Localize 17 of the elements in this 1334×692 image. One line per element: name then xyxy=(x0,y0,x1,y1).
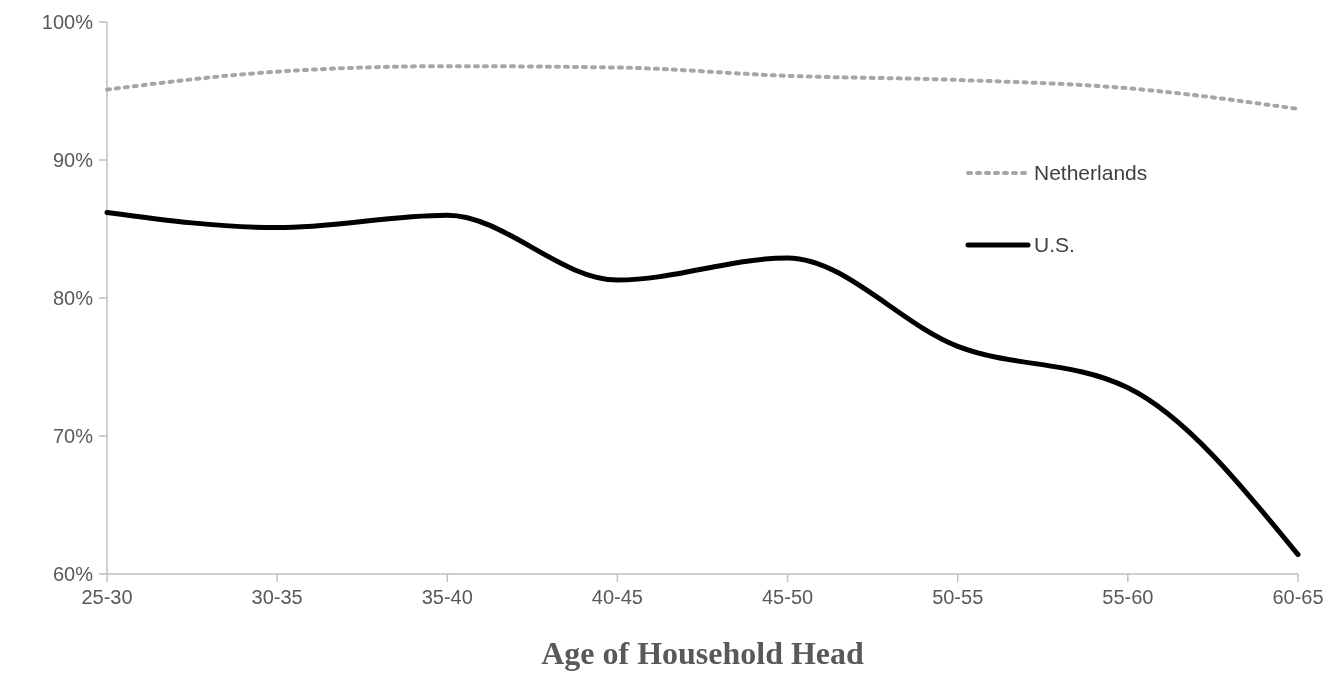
x-tick-label: 30-35 xyxy=(251,586,303,608)
x-axis-title: Age of Household Head xyxy=(541,635,865,671)
x-tick-label: 45-50 xyxy=(761,586,814,608)
x-tick-label: 35-40 xyxy=(421,586,473,608)
x-tick-label: 25-30 xyxy=(81,586,133,608)
y-tick-label: 80% xyxy=(52,287,94,309)
y-tick-label: 90% xyxy=(52,149,94,171)
x-tick-label: 50-55 xyxy=(932,586,984,608)
x-tick-label: 40-45 xyxy=(591,586,644,608)
x-tick-label: 55-60 xyxy=(1102,586,1154,608)
x-tick-label: 60-65 xyxy=(1272,586,1324,608)
y-tick-label: 60% xyxy=(52,563,94,585)
y-tick-label: 100% xyxy=(41,11,94,33)
line-series xyxy=(105,64,1300,111)
legend-label: Netherlands xyxy=(1034,161,1148,185)
legend-label: U.S. xyxy=(1034,233,1075,257)
y-tick-label: 70% xyxy=(52,425,94,447)
